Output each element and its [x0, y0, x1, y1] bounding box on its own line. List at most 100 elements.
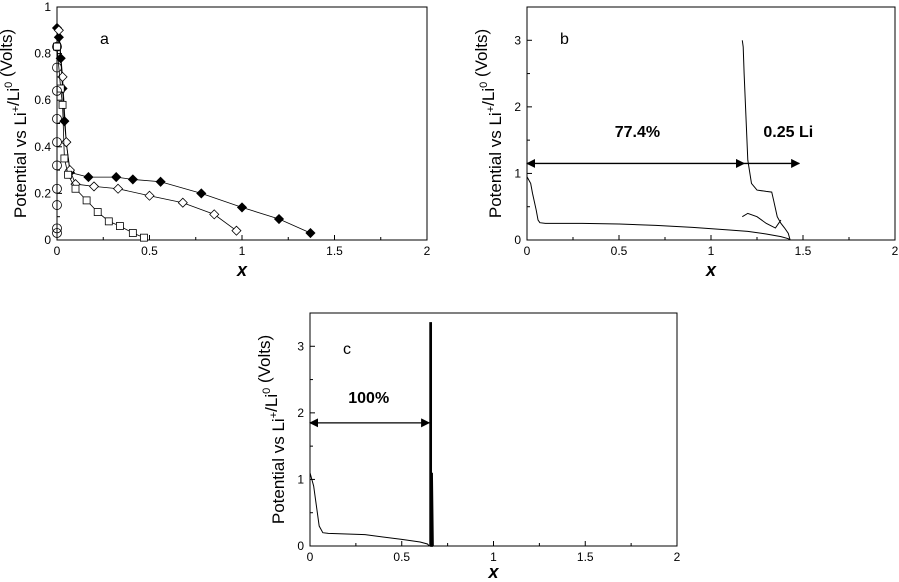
y-label-end: (Volts) — [472, 29, 491, 82]
data-point — [144, 190, 155, 201]
data-point — [112, 183, 124, 194]
panel-label: c — [343, 341, 351, 358]
y-tick-label: 1 — [297, 472, 304, 486]
y-label-end: (Volts) — [255, 335, 274, 388]
y-label-mid: /Li — [479, 88, 498, 106]
y-label-sup-plus: + — [10, 106, 22, 112]
data-point — [236, 202, 248, 213]
y-label-sup-zero: 0 — [478, 82, 490, 88]
data-point — [53, 42, 61, 51]
annotation-label: 100% — [348, 390, 389, 407]
data-point — [52, 137, 62, 148]
series-line — [526, 176, 791, 241]
y-label-sup-zero: 0 — [3, 82, 15, 88]
data-point — [52, 200, 62, 210]
x-tick-label: 0.5 — [393, 550, 410, 564]
y-tick-label: 0.4 — [34, 140, 51, 154]
data-point — [52, 160, 62, 171]
y-tick-label: 3 — [297, 339, 304, 353]
plot-frame — [309, 312, 678, 547]
data-point — [127, 174, 138, 185]
y-label-sup-plus: + — [485, 106, 497, 112]
data-point — [71, 184, 80, 193]
y-axis-label: Potential vs Li+/Li0 (Volts) — [0, 29, 30, 218]
x-tick-label: 0 — [524, 244, 531, 258]
y-tick-label: 0 — [44, 233, 51, 247]
series-line — [429, 322, 434, 547]
y-tick-label: 0.8 — [34, 47, 51, 61]
x-tick-label: 1.5 — [577, 550, 594, 564]
data-point — [155, 176, 166, 187]
x-tick-label: 1.5 — [326, 244, 343, 258]
data-point — [196, 188, 207, 199]
data-point — [140, 233, 148, 242]
data-point — [82, 196, 91, 205]
data-point — [88, 181, 100, 192]
data-point — [116, 222, 124, 230]
y-label-main: Potential vs Li — [11, 112, 30, 218]
y-tick-label: 1 — [44, 0, 51, 14]
data-point — [104, 217, 113, 226]
data-point — [53, 32, 64, 43]
data-point — [52, 41, 62, 52]
annotation-label: 0.25 Li — [763, 124, 813, 141]
data-point — [231, 225, 242, 236]
x-tick-label: 1 — [239, 244, 246, 258]
x-axis-label: x — [487, 562, 499, 582]
data-point — [128, 229, 137, 237]
x-axis-label: x — [705, 260, 717, 280]
data-point — [52, 223, 62, 234]
y-label-end: (Volts) — [0, 29, 16, 82]
x-tick-label: 0.5 — [611, 244, 628, 258]
data-point — [52, 85, 62, 96]
y-label-mid: /Li — [262, 394, 281, 412]
data-point — [52, 62, 62, 73]
series-line — [742, 212, 782, 229]
x-tick-label: 1 — [708, 244, 715, 258]
panel-label: a — [100, 31, 109, 48]
data-point — [58, 100, 67, 109]
y-axis-label: Potential vs Li+/Li0 (Volts) — [472, 29, 505, 218]
x-axis-label: x — [236, 260, 248, 280]
panel-label: b — [560, 31, 569, 48]
y-label-main: Potential vs Li — [269, 418, 288, 524]
x-tick-label: 2 — [424, 244, 431, 258]
x-tick-label: 1 — [490, 550, 497, 564]
plot-frame — [526, 6, 896, 241]
data-point — [209, 209, 220, 220]
y-tick-label: 3 — [514, 33, 521, 47]
x-tick-label: 2 — [892, 244, 899, 258]
y-tick-label: 0 — [514, 233, 521, 247]
y-tick-label: 0 — [297, 539, 304, 553]
y-tick-label: 0.6 — [34, 93, 51, 107]
y-label-main: Potential vs Li — [486, 112, 505, 218]
data-point — [60, 154, 69, 163]
x-tick-label: 1.5 — [795, 244, 812, 258]
x-tick-label: 0 — [54, 244, 61, 258]
data-point — [52, 113, 62, 124]
series-line — [741, 40, 791, 241]
y-label-sup-zero: 0 — [261, 388, 273, 394]
annotation-label: 77.4% — [615, 124, 660, 141]
x-tick-label: 0 — [307, 550, 314, 564]
data-point — [111, 172, 122, 183]
data-point — [64, 170, 72, 179]
x-tick-label: 2 — [674, 550, 681, 564]
data-point — [93, 208, 102, 216]
data-point — [273, 213, 285, 225]
y-tick-label: 0.2 — [34, 186, 51, 200]
data-point — [52, 183, 62, 194]
data-point — [52, 228, 62, 238]
y-tick-label: 2 — [297, 406, 304, 420]
y-axis-label: Potential vs Li+/Li0 (Volts) — [255, 335, 288, 524]
y-tick-label: 1 — [514, 166, 521, 180]
y-tick-label: 2 — [514, 100, 521, 114]
y-label-sup-plus: + — [268, 412, 280, 418]
series-line — [309, 472, 430, 547]
data-point — [83, 172, 94, 183]
y-label-mid: /Li — [4, 88, 23, 106]
panel-a: 0 0.5 1 1.5 2 0 0.2 0.4 0.6 0.8 1 x Potential vs Li+… — [0, 0, 431, 280]
